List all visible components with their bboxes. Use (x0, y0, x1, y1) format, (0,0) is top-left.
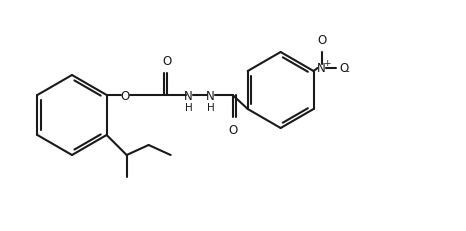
Text: H: H (207, 103, 214, 112)
Text: -: - (346, 66, 350, 76)
Text: N: N (317, 62, 326, 75)
Text: +: + (323, 59, 330, 68)
Text: O: O (340, 62, 349, 75)
Text: H: H (185, 103, 192, 112)
Text: O: O (162, 55, 171, 68)
Text: N: N (206, 89, 215, 102)
Text: O: O (120, 89, 129, 102)
Text: O: O (317, 34, 326, 47)
Text: N: N (184, 89, 193, 102)
Text: O: O (228, 123, 237, 137)
